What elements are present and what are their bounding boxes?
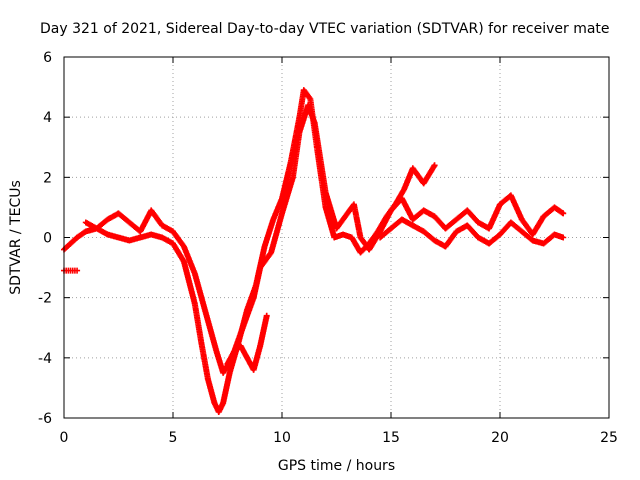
x-tick-label: 0: [60, 430, 69, 446]
y-tick-label: 0: [43, 231, 52, 247]
x-tick-label: 25: [600, 430, 618, 446]
axis-ticks: 0 5 10 15 20 25 -6 -4 -2 0 2 4 6: [38, 50, 618, 446]
series-satellite-track-b: [82, 102, 567, 376]
x-tick-label: 10: [273, 430, 291, 446]
data-series: [61, 87, 567, 415]
y-axis-label: SDTVAR / TECUs: [8, 180, 24, 295]
x-axis-label: GPS time / hours: [278, 458, 395, 474]
x-tick-label: 5: [169, 430, 178, 446]
x-tick-label: 20: [491, 430, 509, 446]
y-tick-label: -6: [38, 411, 52, 427]
y-tick-label: -4: [38, 351, 52, 367]
series-satellite-track-d: [377, 216, 567, 250]
chart-title: Day 321 of 2021, Sidereal Day-to-day VTE…: [40, 21, 610, 37]
y-tick-label: 4: [43, 110, 52, 126]
x-tick-label: 15: [382, 430, 400, 446]
y-tick-label: 2: [43, 170, 52, 186]
y-tick-label: 6: [43, 50, 52, 66]
y-tick-label: -2: [38, 291, 52, 307]
series-satellite-track-c: [224, 312, 270, 373]
